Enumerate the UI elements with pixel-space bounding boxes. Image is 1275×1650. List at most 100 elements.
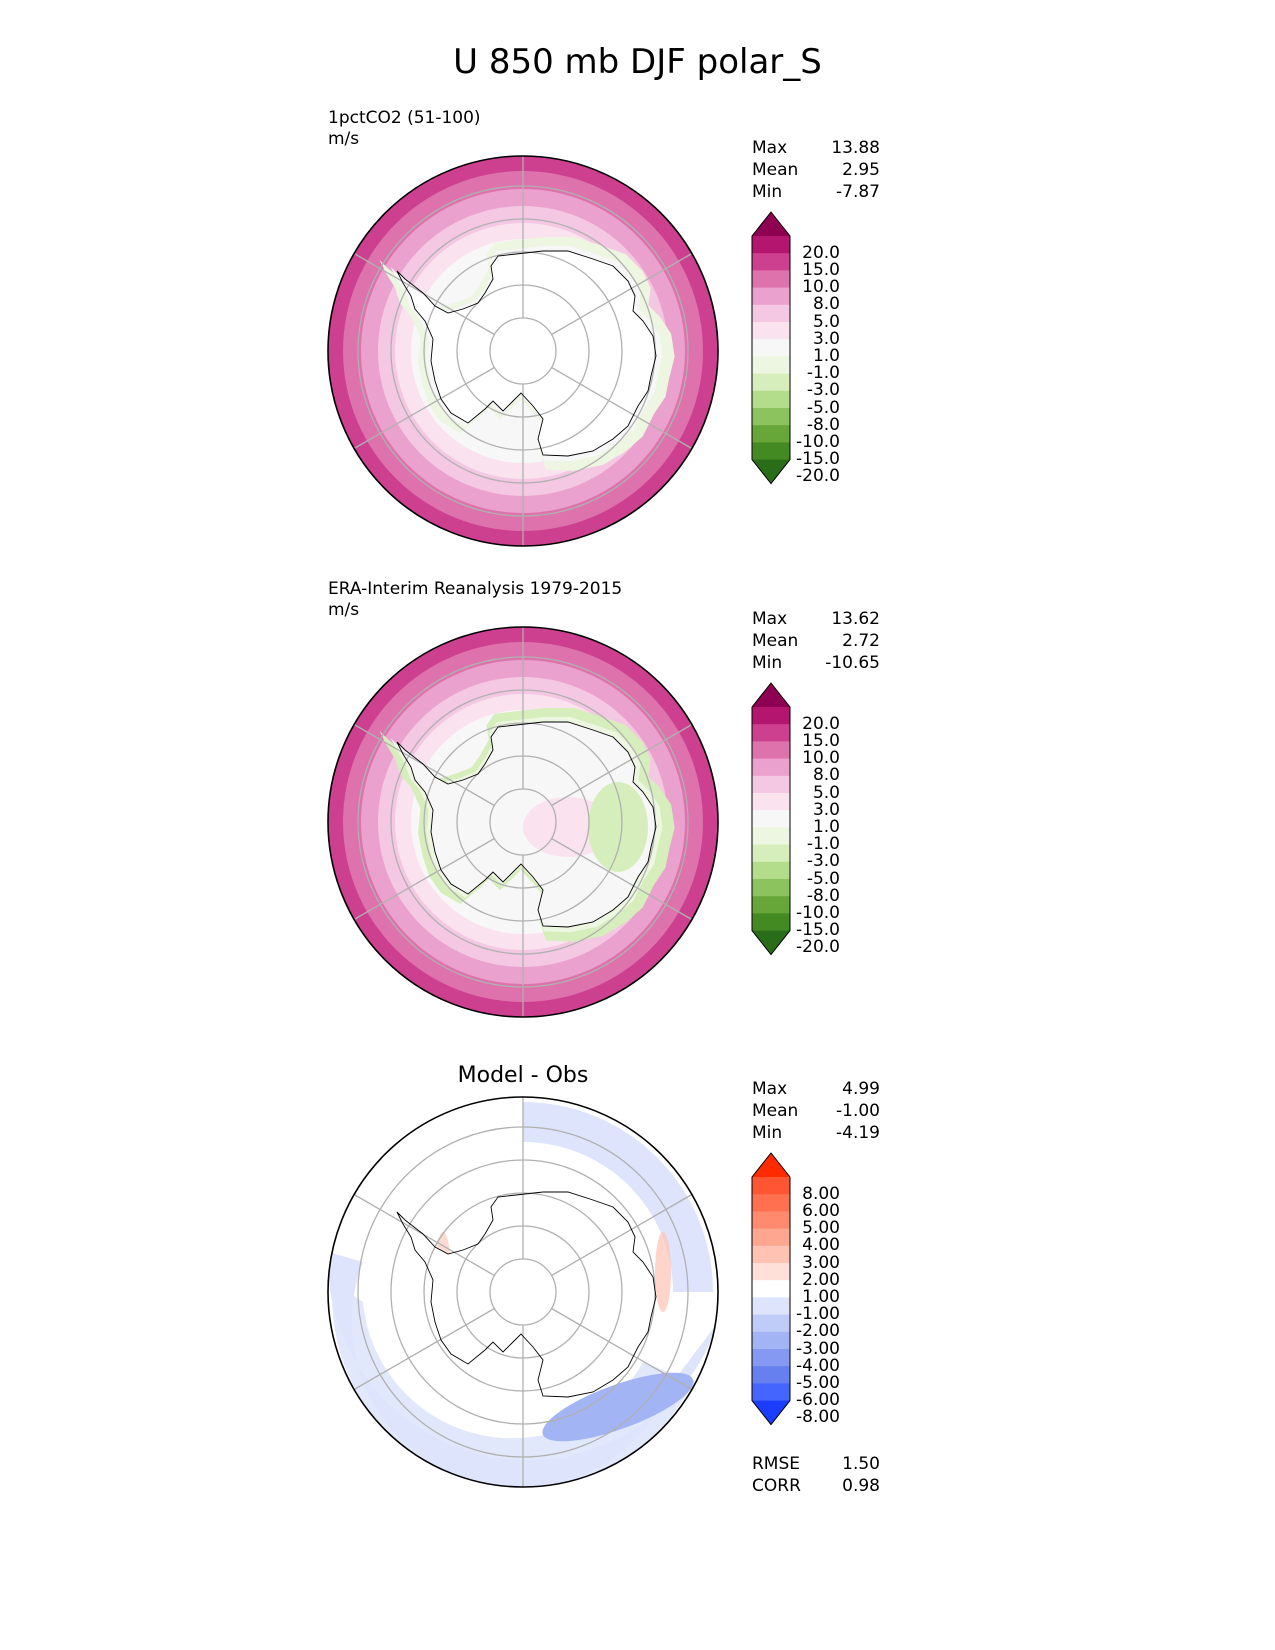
colorbar-tick-label: -8.0 [806,414,840,435]
colorbar-tick-label: 20.0 [802,242,840,263]
colorbar-tick-label: 5.0 [812,782,840,803]
colorbar-segment [752,758,790,777]
colorbar-segment [752,425,790,443]
panel-3-title: Model - Obs [457,1063,589,1088]
colorbar-segment [752,1349,790,1367]
colorbar-segment [752,339,790,357]
colorbar-segment [752,1280,790,1298]
colorbar-segment [752,373,790,392]
meridian-line [353,366,495,450]
positive-difference-patch [655,1232,671,1312]
antarctica-coastline [396,721,657,928]
panel-3-stats: Max 4.99 Mean -1.00 Min -4.19 [752,1078,880,1144]
stat-value: -10.65 [825,653,880,673]
stat-value: 13.88 [831,138,880,158]
panel-2-polar-map [327,626,719,1018]
meridian-line [353,1307,495,1391]
colorbar-tick-label: -5.0 [806,868,840,889]
colorbar-tick-label: 3.0 [812,328,840,349]
colorbar-tick-label: 15.0 [802,730,840,751]
stat-value: 1.50 [842,1454,880,1474]
colorbar-segment [752,304,790,323]
colorbar-segment [752,1245,790,1264]
figure-title: U 850 mb DJF polar_S [453,42,822,82]
stat-label: Mean [752,160,799,180]
meridian-line [551,366,693,450]
panel-2-stats: Max 13.62 Mean 2.72 Min -10.65 [752,608,880,674]
colorbar-outline [751,1152,791,1426]
colorbar-tick-label: -15.0 [796,449,840,470]
continent-field [397,251,656,456]
colorbar-extend-top [752,683,790,707]
colorbar-segment [752,1297,790,1316]
colorbar-segment [752,1263,790,1281]
panel-2-title: ERA-Interim Reanalysis 1979-2015 m/s [328,579,622,621]
stat-label: Max [752,609,788,629]
meridian-line [551,723,693,807]
colorbar-segment [752,775,790,794]
map-field [328,627,718,1017]
colorbar-tick-label: -8.00 [796,1407,840,1428]
colorbar-tick-label: 15.0 [802,259,840,280]
colorbar-tick-label: 20.0 [802,713,840,734]
colorbar-extend-top [752,1153,790,1177]
colorbar-tick-label: 8.0 [812,294,840,315]
colorbar-segment [752,707,790,725]
stat-value: 4.99 [842,1079,880,1099]
colorbar-tick-label: -20.0 [796,937,840,958]
colorbar-segment [752,1366,790,1384]
colorbar-tick-label: -5.0 [806,397,840,418]
colorbar-tick-label: 10.0 [802,748,840,769]
colorbar-segment [752,442,790,461]
graticule [353,1097,693,1487]
continent-field [397,1192,656,1397]
colorbar-segment [752,844,790,863]
colorbar-tick-label: -3.0 [806,851,840,872]
colorbar-tick-label: -15.0 [796,920,840,941]
colorbar-segment [752,913,790,932]
meridian-line [551,1307,693,1391]
colorbar-segment [752,356,790,375]
stat-value: 0.98 [842,1476,880,1496]
stat-label: CORR [752,1476,801,1496]
panel-1-stats: Max 13.88 Mean 2.95 Min -7.87 [752,137,880,203]
colorbar-tick-label: -10.0 [796,431,840,452]
colorbar-tick-label: 1.0 [812,345,840,366]
map-boundary [327,1096,719,1488]
colorbar-segment [752,1331,790,1350]
colorbar-tick-label: -3.0 [806,380,840,401]
stat-label: Mean [752,1101,799,1121]
colorbar-tick-label: -8.0 [806,885,840,906]
colorbar-tick-label: -1.00 [796,1304,840,1325]
colorbar-extend-bottom [752,1400,790,1425]
colorbar-segment [752,270,790,289]
colorbar-outline [751,682,791,956]
panel-2-units: m/s [328,600,360,620]
panel-1-colorbar [751,211,791,485]
stat-value: 2.95 [842,160,880,180]
colorbar-outline [751,211,791,485]
stat-label: Min [752,182,783,202]
colorbar-tick-label: 1.0 [812,816,840,837]
stat-label: Max [752,138,788,158]
colorbar-tick-label: 6.00 [802,1200,840,1221]
stat-label: Min [752,653,783,673]
colorbar-tick-label: 3.0 [812,799,840,820]
colorbar-segment [752,1211,790,1230]
stat-value: -7.87 [836,182,880,202]
panel-1-title: 1pctCO2 (51-100) m/s [328,108,481,150]
panel-3-polar-map [327,1096,719,1488]
colorbar-tick-label: 3.00 [802,1252,840,1273]
colorbar-segment [752,741,790,760]
colorbar-tick-label: 1.00 [802,1286,840,1307]
antarctica-coastline [396,250,657,457]
panel-2-dataset: ERA-Interim Reanalysis 1979-2015 [328,579,623,599]
colorbar-tick-label: -5.00 [796,1372,840,1393]
stat-value: 2.72 [842,631,880,651]
colorbar-tick-label: 5.0 [812,311,840,332]
panel-2-colorbar [751,682,791,956]
colorbar-extend-bottom [752,930,790,955]
colorbar-segment [752,390,790,409]
panel-3-error-stats: RMSE 1.50 CORR 0.98 [752,1453,880,1497]
panel-3-colorbar [751,1152,791,1426]
